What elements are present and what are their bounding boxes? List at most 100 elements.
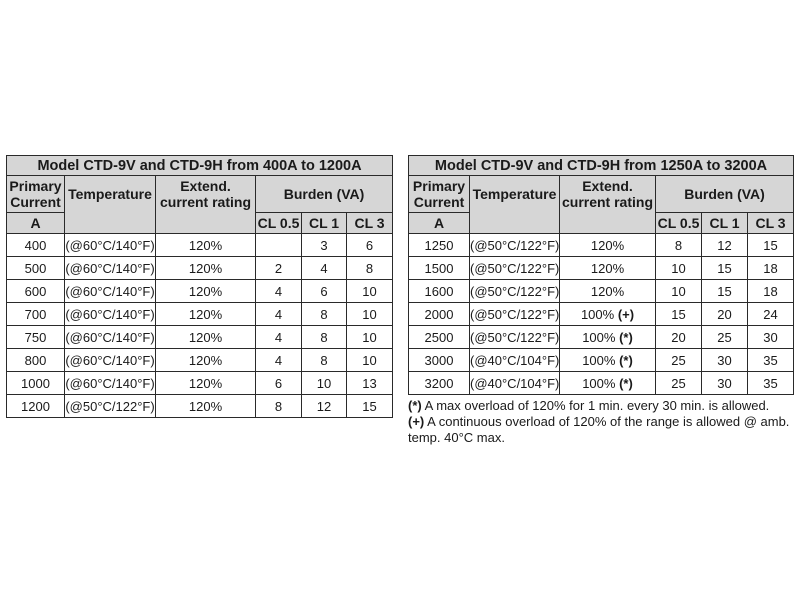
cell-cl3: 18 xyxy=(746,256,795,280)
table-row: 600 (@60°C/140°F) 120% 4 6 10 xyxy=(6,279,394,303)
rating-mark: (*) xyxy=(619,329,633,345)
rating-mark: (*) xyxy=(619,375,633,391)
cell-cl05: 8 xyxy=(655,233,702,257)
rating-value: 100% xyxy=(580,306,615,322)
header-primary-current: Primary Current xyxy=(6,175,65,213)
header-temperature: Temperature xyxy=(64,175,156,234)
footnote-text: A continuous overload of 120% of the ran… xyxy=(408,414,790,445)
cell-cl05: 6 xyxy=(255,371,302,395)
cell-cl3: 24 xyxy=(746,302,795,326)
cell-cl3: 13 xyxy=(345,371,394,395)
table-row: 1500 (@50°C/122°F) 120% 10 15 18 xyxy=(408,256,795,280)
cell-cl1: 15 xyxy=(701,256,748,280)
cell-extend-rating: 120% xyxy=(559,279,656,303)
cell-cl1: 25 xyxy=(701,325,748,349)
cell-extend-rating: 120% xyxy=(155,256,256,280)
cell-cl05: 8 xyxy=(255,394,302,418)
table-row: 3000 (@40°C/104°F) 100% (*) 25 30 35 xyxy=(408,348,795,372)
cell-cl1: 8 xyxy=(301,325,347,349)
header-burden: Burden (VA) xyxy=(654,175,795,213)
cell-temperature: (@40°C/104°F) xyxy=(469,371,560,395)
cell-extend-rating: 100% (*) xyxy=(559,325,656,349)
footnote: (*) A max overload of 120% for 1 min. ev… xyxy=(408,398,793,414)
cell-cl3: 15 xyxy=(345,394,394,418)
table-row: 800 (@60°C/140°F) 120% 4 8 10 xyxy=(6,348,394,372)
cell-current: 1500 xyxy=(408,256,470,280)
table-row: 1600 (@50°C/122°F) 120% 10 15 18 xyxy=(408,279,795,303)
header-extend-rating: Extend. current rating xyxy=(559,175,656,234)
cell-extend-rating: 120% xyxy=(155,279,256,303)
cell-cl05: 20 xyxy=(655,325,702,349)
cell-current: 600 xyxy=(6,279,65,303)
cell-current: 800 xyxy=(6,348,65,372)
cell-cl3: 15 xyxy=(746,233,795,257)
cell-temperature: (@40°C/104°F) xyxy=(469,348,560,372)
cell-cl3: 35 xyxy=(746,371,795,395)
cell-cl05: 10 xyxy=(655,256,702,280)
footnote-mark: (*) xyxy=(408,398,422,413)
cell-current: 1250 xyxy=(408,233,470,257)
cell-cl05: 4 xyxy=(255,325,302,349)
rating-value: 120% xyxy=(188,260,223,276)
cell-current: 1000 xyxy=(6,371,65,395)
header-temperature: Temperature xyxy=(469,175,560,234)
table-row: 1000 (@60°C/140°F) 120% 6 10 13 xyxy=(6,371,394,395)
rating-mark: (+) xyxy=(617,306,635,322)
cell-extend-rating: 120% xyxy=(155,302,256,326)
cell-cl1: 30 xyxy=(701,348,748,372)
header-burden: Burden (VA) xyxy=(254,175,394,213)
cell-current: 3200 xyxy=(408,371,470,395)
cell-cl1: 30 xyxy=(701,371,748,395)
rating-value: 120% xyxy=(590,237,625,253)
table-row: 3200 (@40°C/104°F) 100% (*) 25 30 35 xyxy=(408,371,795,395)
footnote-mark: (+) xyxy=(408,414,425,429)
rating-value: 120% xyxy=(188,306,223,322)
cell-temperature: (@60°C/140°F) xyxy=(64,371,156,395)
cell-extend-rating: 120% xyxy=(559,256,656,280)
table-row: 400 (@60°C/140°F) 120% 3 6 xyxy=(6,233,394,257)
table-row: 1200 (@50°C/122°F) 120% 8 12 15 xyxy=(6,394,394,418)
cell-current: 500 xyxy=(6,256,65,280)
cell-temperature: (@60°C/140°F) xyxy=(64,279,156,303)
cell-cl1: 8 xyxy=(301,302,347,326)
cell-cl05: 25 xyxy=(655,371,702,395)
cell-cl3: 8 xyxy=(345,256,394,280)
cell-current: 3000 xyxy=(408,348,470,372)
cell-cl1: 12 xyxy=(701,233,748,257)
cell-cl05: 4 xyxy=(255,348,302,372)
cell-cl1: 3 xyxy=(301,233,347,257)
cell-temperature: (@60°C/140°F) xyxy=(64,302,156,326)
rating-mark: (*) xyxy=(619,352,633,368)
cell-extend-rating: 120% xyxy=(155,233,256,257)
cell-temperature: (@50°C/122°F) xyxy=(469,279,560,303)
cell-cl1: 12 xyxy=(301,394,347,418)
cell-cl3: 6 xyxy=(345,233,394,257)
cell-cl05: 4 xyxy=(255,279,302,303)
cell-current: 400 xyxy=(6,233,65,257)
header-cl05: CL 0.5 xyxy=(655,212,702,234)
cell-temperature: (@60°C/140°F) xyxy=(64,256,156,280)
footnote: (+) A continuous overload of 120% of the… xyxy=(408,414,793,446)
cell-cl05 xyxy=(255,233,302,257)
cell-cl1: 4 xyxy=(301,256,347,280)
table-row: 750 (@60°C/140°F) 120% 4 8 10 xyxy=(6,325,394,349)
rating-value: 120% xyxy=(590,260,625,276)
cell-temperature: (@50°C/122°F) xyxy=(469,256,560,280)
cell-cl3: 10 xyxy=(345,348,394,372)
table-row: 2500 (@50°C/122°F) 100% (*) 20 25 30 xyxy=(408,325,795,349)
cell-cl1: 8 xyxy=(301,348,347,372)
rating-value: 100% xyxy=(582,352,616,368)
cell-temperature: (@60°C/140°F) xyxy=(64,325,156,349)
cell-extend-rating: 120% xyxy=(155,394,256,418)
footnote-text: A max overload of 120% for 1 min. every … xyxy=(424,398,770,413)
cell-extend-rating: 120% xyxy=(559,233,656,257)
cell-current: 750 xyxy=(6,325,65,349)
table-row: 500 (@60°C/140°F) 120% 2 4 8 xyxy=(6,256,394,280)
cell-temperature: (@60°C/140°F) xyxy=(64,348,156,372)
header-primary-current: Primary Current xyxy=(408,175,470,213)
cell-cl3: 10 xyxy=(345,325,394,349)
cell-cl05: 2 xyxy=(255,256,302,280)
cell-current: 700 xyxy=(6,302,65,326)
table-title: Model CTD-9V and CTD-9H from 400A to 120… xyxy=(5,155,394,176)
cell-extend-rating: 100% (*) xyxy=(559,348,656,372)
